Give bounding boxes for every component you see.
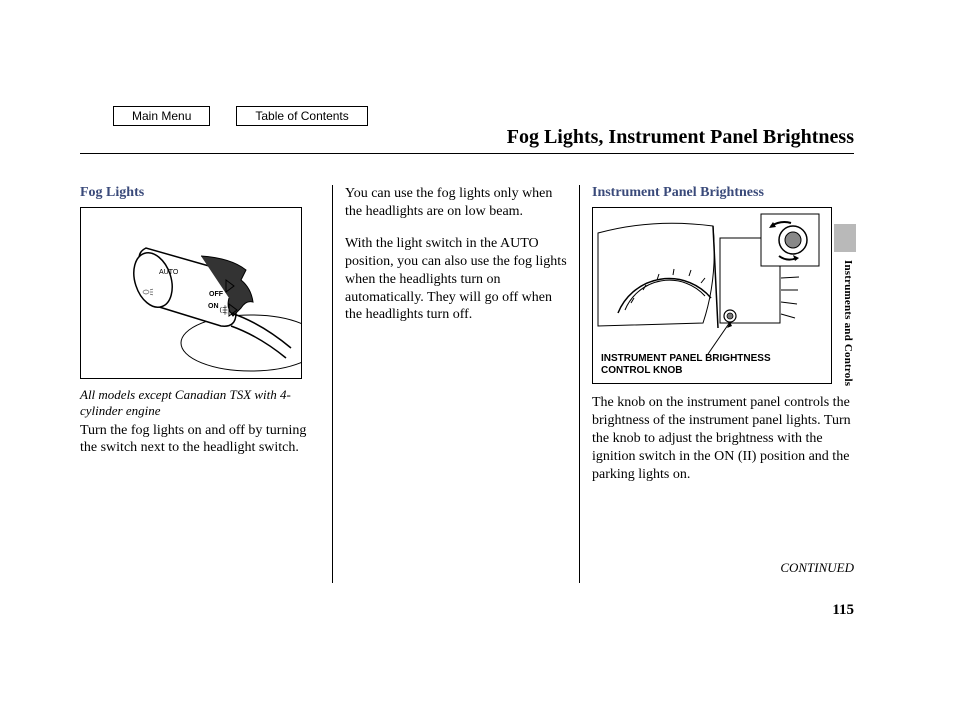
table-of-contents-button[interactable]: Table of Contents bbox=[236, 106, 367, 126]
caption-line1: INSTRUMENT PANEL BRIGHTNESS bbox=[601, 353, 771, 364]
fog-lights-svg: AUTO OFF ON bbox=[81, 208, 301, 378]
model-note: All models except Canadian TSX with 4-cy… bbox=[80, 387, 320, 420]
col1-para1: Turn the fog lights on and off by turnin… bbox=[80, 422, 320, 458]
page-number: 115 bbox=[832, 602, 854, 619]
section-side-label: Instruments and Controls bbox=[842, 260, 854, 386]
column-1: Fog Lights AUTO OFF ON bbox=[80, 185, 332, 583]
label-off: OFF bbox=[209, 291, 224, 298]
page: Main Menu Table of Contents Fog Lights, … bbox=[0, 0, 954, 720]
col2-para1: You can use the fog lights only when the… bbox=[345, 185, 567, 221]
col2-para2: With the light switch in the AUTO positi… bbox=[345, 235, 567, 325]
label-on: ON bbox=[208, 303, 219, 310]
col3-para1: The knob on the instrument panel control… bbox=[592, 394, 854, 484]
title-rule bbox=[80, 153, 854, 154]
top-nav: Main Menu Table of Contents bbox=[113, 106, 368, 126]
continued-label: CONTINUED bbox=[780, 560, 854, 576]
fog-lights-figure: AUTO OFF ON bbox=[80, 207, 302, 379]
page-title: Fog Lights, Instrument Panel Brightness bbox=[507, 126, 854, 149]
label-auto: AUTO bbox=[159, 269, 179, 276]
panel-brightness-figure: INSTRUMENT PANEL BRIGHTNESS CONTROL KNOB bbox=[592, 207, 832, 384]
column-2: You can use the fog lights only when the… bbox=[332, 185, 580, 583]
main-menu-button[interactable]: Main Menu bbox=[113, 106, 210, 126]
caption-line2: CONTROL KNOB bbox=[601, 365, 682, 376]
panel-brightness-heading: Instrument Panel Brightness bbox=[592, 185, 854, 201]
fog-lights-heading: Fog Lights bbox=[80, 185, 320, 201]
side-tab bbox=[834, 224, 856, 252]
figure-caption: INSTRUMENT PANEL BRIGHTNESS CONTROL KNOB bbox=[601, 353, 771, 377]
column-3: Instrument Panel Brightness bbox=[580, 185, 854, 583]
columns: Fog Lights AUTO OFF ON bbox=[80, 185, 854, 583]
